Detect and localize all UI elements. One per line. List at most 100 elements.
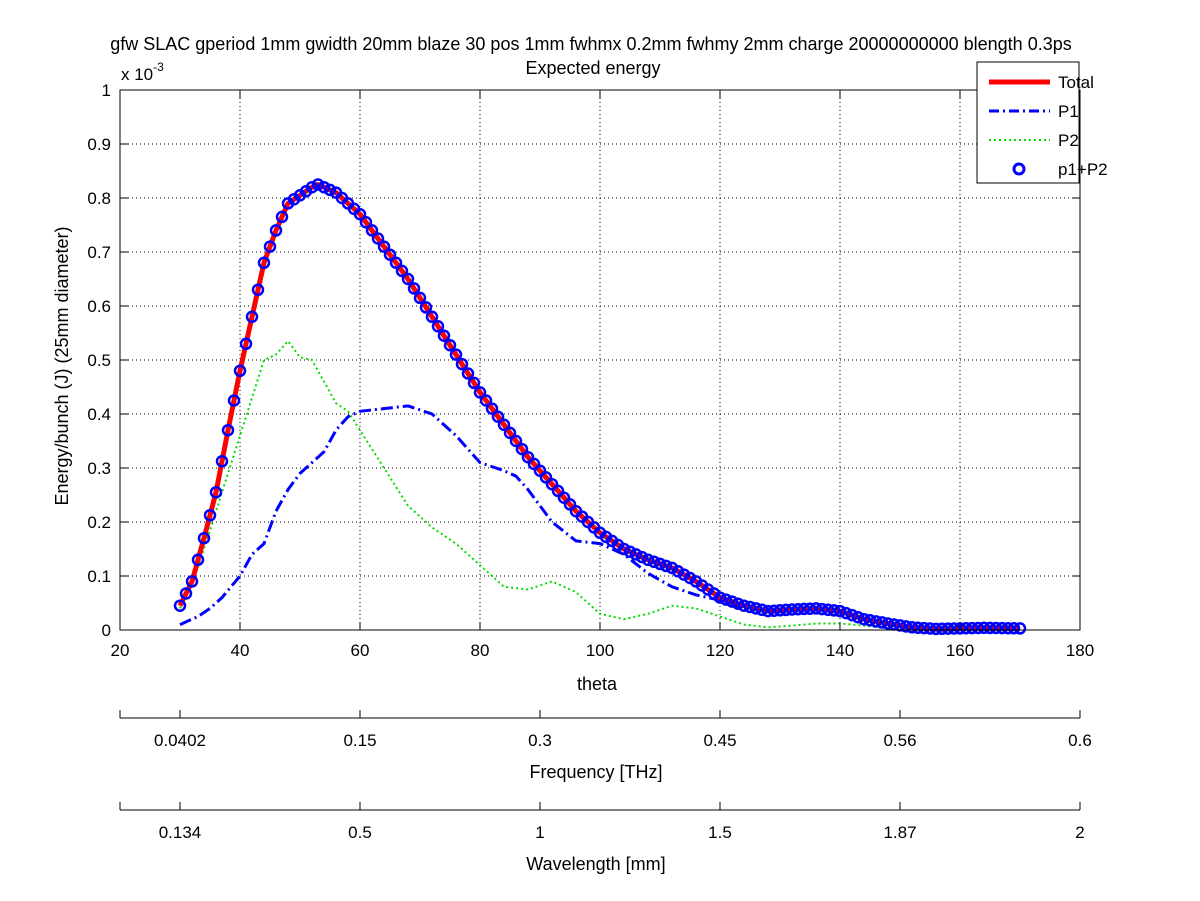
- x-tick-label: 180: [1066, 641, 1094, 660]
- secondary-tick-label: 0.6: [1068, 731, 1092, 750]
- series-marker-p1-p2: [359, 216, 373, 229]
- secondary-tick-label: 1: [535, 823, 544, 842]
- series-marker-p1-p2: [437, 329, 451, 342]
- series-marker-p1-p2: [419, 301, 433, 314]
- y-tick-label: 0.2: [87, 513, 111, 532]
- y-multiplier-exponent: -3: [153, 60, 164, 74]
- series-marker-p1-p2: [497, 418, 511, 432]
- series-marker-p1-p2: [185, 575, 199, 588]
- y-tick-label: 0.6: [87, 297, 111, 316]
- series-marker-p1-p2: [923, 622, 937, 635]
- series-marker-p1-p2: [461, 367, 475, 380]
- series-marker-p1-p2: [797, 602, 811, 616]
- series-marker-p1-p2: [971, 621, 985, 635]
- series-marker-p1-p2: [629, 548, 643, 561]
- secondary-tick-label: 0.56: [883, 731, 916, 750]
- grid-lines: [120, 90, 1080, 630]
- series-marker-p1-p2: [353, 207, 367, 221]
- x-tick-label: 60: [351, 641, 370, 660]
- series-marker-p1-p2: [617, 542, 631, 556]
- y-axis-label: Energy/bunch (J) (25mm diameter): [52, 226, 72, 505]
- series-marker-p1-p2: [761, 604, 775, 618]
- series-marker-p1-p2: [839, 606, 853, 620]
- series-marker-p1-p2: [731, 597, 745, 610]
- series-marker-p1-p2: [635, 550, 649, 564]
- x-tick-label: 140: [826, 641, 854, 660]
- series-marker-p1-p2: [473, 386, 487, 399]
- series-marker-p1-p2: [173, 599, 187, 612]
- secondary-axis-label: Wavelength [mm]: [526, 854, 665, 874]
- series-marker-p1-p2: [425, 310, 439, 324]
- series-marker-p1-p2: [509, 434, 523, 448]
- series-line-p2: [179, 339, 901, 631]
- series-marker-p1-p2: [365, 224, 379, 237]
- series-marker-p1-p2: [413, 291, 427, 305]
- series-marker-p1-p2: [245, 310, 259, 324]
- series-marker-p1-p2: [899, 620, 913, 633]
- series-marker-p1-p2: [527, 457, 541, 471]
- secondary-tick-label: 0.15: [343, 731, 376, 750]
- series-marker-p1-p2: [851, 610, 865, 624]
- series-marker-p1-p2: [653, 557, 667, 571]
- y-tick-label: 0.1: [87, 567, 111, 586]
- series-marker-p1-p2: [191, 553, 205, 567]
- series-marker-p1-p2: [209, 486, 223, 499]
- series-marker-p1-p2: [767, 604, 781, 617]
- y-tick-label: 0.8: [87, 189, 111, 208]
- series-marker-p1-p2: [431, 320, 445, 333]
- x-axis-label: theta: [577, 674, 618, 694]
- series-marker-p1-p2: [791, 602, 805, 616]
- series-marker-p1-p2: [911, 621, 925, 634]
- series-marker-p1-p2: [563, 498, 577, 511]
- series-marker-p1-p2: [491, 410, 505, 423]
- series-marker-p1-p2: [257, 256, 271, 270]
- series-marker-p1-p2: [755, 603, 769, 617]
- y-tick-label: 0: [102, 621, 111, 640]
- series-marker-p1-p2: [995, 621, 1009, 635]
- series-marker-p1-p2: [821, 603, 835, 617]
- x-tick-label: 160: [946, 641, 974, 660]
- y-tick-label: 0.4: [87, 405, 111, 424]
- series-marker-p1-p2: [233, 364, 247, 378]
- series-marker-p1-p2: [719, 593, 733, 606]
- x-tick-label: 40: [231, 641, 250, 660]
- series-marker-p1-p2: [377, 240, 391, 253]
- y-tick-label: 0.9: [87, 135, 111, 154]
- series-marker-p1-p2: [383, 248, 397, 261]
- series-marker-p1-p2: [251, 283, 265, 297]
- series-marker-p1-p2: [977, 621, 991, 635]
- legend-label-p2: P2: [1058, 131, 1079, 150]
- series-marker-p1-p2: [803, 602, 817, 615]
- series-marker-p1-p2: [845, 608, 859, 622]
- series-marker-p1-p2: [965, 621, 979, 635]
- series-marker-p1-p2: [941, 622, 955, 635]
- series-marker-p1-p2: [539, 471, 553, 484]
- series-marker-p1-p2: [989, 621, 1003, 635]
- y-tick-label: 0.5: [87, 351, 111, 370]
- series-marker-p1-p2: [863, 614, 877, 627]
- series-marker-p1-p2: [227, 394, 241, 407]
- x-tick-label: 120: [706, 641, 734, 660]
- series-marker-p1-p2: [713, 591, 727, 604]
- series-marker-p1-p2: [269, 224, 283, 237]
- series-marker-p1-p2: [983, 621, 997, 635]
- series-marker-p1-p2: [725, 595, 739, 608]
- series-marker-p1-p2: [443, 338, 457, 352]
- y-axis-ticks: 0 0.1 0.2 0.3 0.4 0.5 0.6 0.7 0.8 0.9 1: [87, 81, 1080, 640]
- secondary-tick-label: 0.45: [703, 731, 736, 750]
- legend-label-p1: P1: [1058, 102, 1079, 121]
- secondary-tick-label: 0.3: [528, 731, 552, 750]
- series-marker-p1-p2: [881, 617, 895, 630]
- x-tick-label: 100: [586, 641, 614, 660]
- series-marker-p1-p2: [659, 559, 673, 573]
- series-marker-p1-p2: [221, 423, 235, 437]
- series-marker-p1-p2: [779, 603, 793, 617]
- series-marker-p1-p2: [323, 183, 337, 197]
- series-marker-p1-p2: [197, 531, 211, 545]
- legend-label-p1-p2: p1+P2: [1058, 160, 1108, 179]
- y-tick-label: 0.7: [87, 243, 111, 262]
- series-marker-p1-p2: [827, 604, 841, 617]
- y-tick-label: 1: [102, 81, 111, 100]
- series-marker-p1-p2: [917, 621, 931, 635]
- x-tick-label: 80: [471, 641, 490, 660]
